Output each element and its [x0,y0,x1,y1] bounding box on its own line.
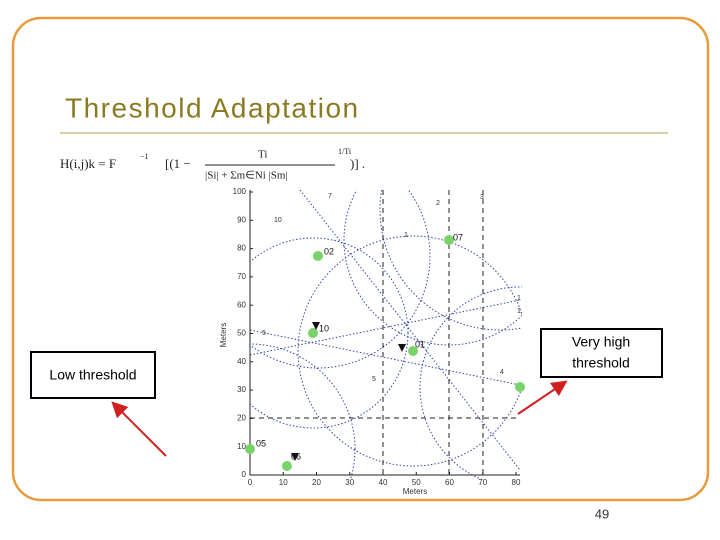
path-line [250,329,521,386]
title: Threshold Adaptation [65,92,360,123]
node [408,346,418,356]
y-tick-label: 10 [237,442,246,451]
path-label: 4 [500,369,504,376]
slide-frame [11,16,710,502]
formula-body: [(1 − [165,156,191,171]
y-tick-label: 60 [237,300,246,309]
y-tick-label: 80 [237,244,246,253]
range-circle [250,237,409,429]
path-line [250,299,521,356]
node [515,382,525,392]
callout-box [540,328,663,378]
path-label: 1 [404,232,408,239]
arrow [111,401,167,457]
x-tick-label: 10 [279,478,288,487]
y-tick-label: 100 [233,187,247,196]
node-label: 10 [319,323,329,333]
x-tick-label: 70 [478,478,487,487]
node [282,461,292,471]
node [245,444,255,454]
x-tick-label: 0 [248,478,253,487]
range-circle [419,286,522,480]
x-axis-label: Meters [403,487,427,496]
formula: H(i,j)k = F −1 [(1 − Ti |Si| + Σm∈Ni |Sm… [60,147,365,182]
path-label: 7 [328,193,332,200]
node [313,251,323,261]
node-label: 02 [324,246,334,256]
y-tick-label: 50 [237,329,246,338]
path-label: 5 [372,376,376,383]
x-tick-label: 50 [412,478,421,487]
range-circle [250,343,356,480]
callout-box [30,351,156,399]
formula-num: Ti [258,149,267,161]
plot-area [250,190,522,480]
range-circle [250,190,431,369]
y-tick-label: 70 [237,272,246,281]
y-tick-label: 20 [237,414,246,423]
x-tick-label: 40 [379,478,388,487]
source-marker [291,453,299,461]
callout-low: Low threshold [49,367,136,383]
callout-high: threshold [572,355,630,371]
x-tick-label: 80 [512,478,521,487]
source-marker [312,322,320,330]
x-tick-label: 30 [345,478,354,487]
node [444,235,454,245]
node-label: 01 [415,339,425,349]
node-label: 06 [291,451,301,461]
source-marker [398,344,406,352]
x-tick-label: 20 [312,478,321,487]
y-axis-label: Meters [219,323,228,347]
node-label: 05 [256,438,266,448]
formula-lhs: H(i,j)k = F [60,156,116,171]
formula-exp: 1/Ti [338,147,352,156]
y-tick-label: 30 [237,385,246,394]
x-tick-label: 60 [445,478,454,487]
arrow [517,380,568,415]
node [308,328,318,338]
formula-den: |Si| + Σm∈Ni |Sm| [205,170,288,182]
path-label: 1 [517,295,521,302]
path-label: 3 [480,194,484,201]
y-tick-label: 90 [237,215,246,224]
formula-tail: )] . [350,156,365,171]
path-label: 2 [436,200,440,207]
formula-inv: −1 [140,152,149,161]
path-label: 5 [262,330,266,337]
page-number: 49 [595,506,609,521]
node-label: 07 [453,232,463,242]
y-tick-label: 40 [237,357,246,366]
range-circle [297,235,522,467]
y-tick-label: 0 [242,470,247,479]
callout-high: Very high [572,334,630,350]
path-label: 10 [274,217,282,224]
path-label: 1 [517,308,521,315]
